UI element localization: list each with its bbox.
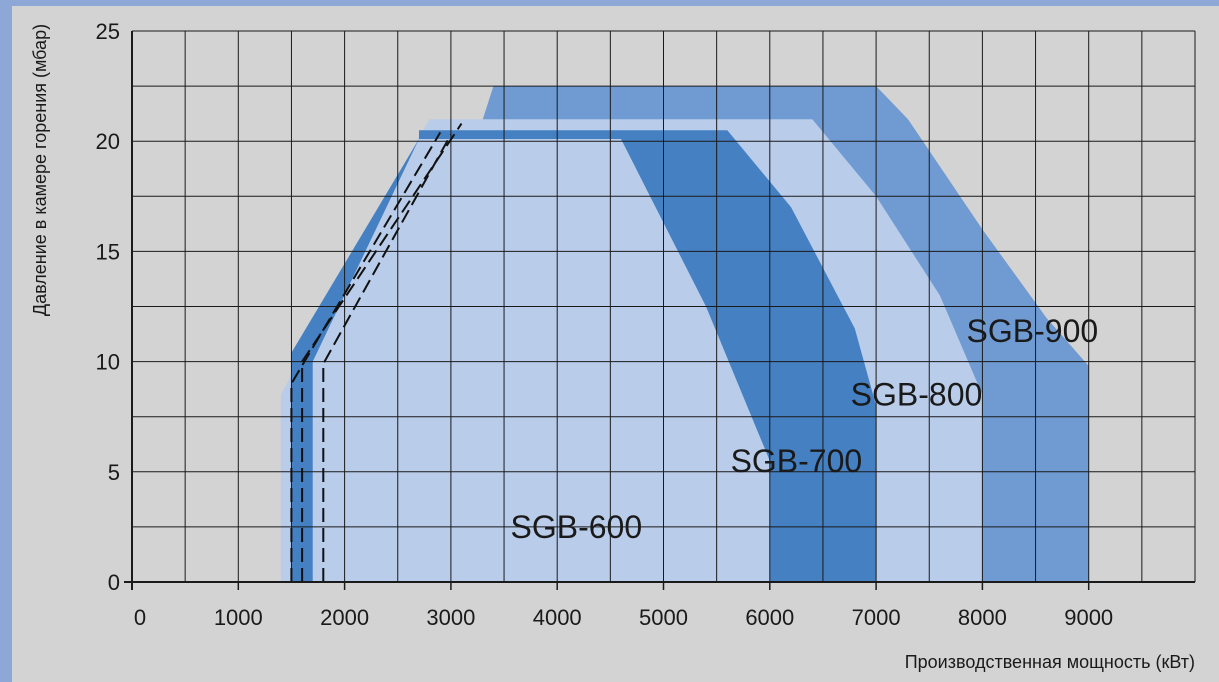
y-tick-label: 10 — [96, 350, 120, 375]
label-sgb-900: SGB-900 — [967, 313, 1099, 349]
x-axis-title: Производственная мощность (кВт) — [905, 652, 1195, 672]
x-tick-label: 2000 — [320, 605, 369, 630]
x-tick-label: 0 — [134, 605, 146, 630]
x-tick-label: 5000 — [639, 605, 688, 630]
label-sgb-600: SGB-600 — [511, 509, 643, 545]
y-axis-title: Давление в камере горения (мбар) — [30, 24, 50, 316]
x-tick-label: 9000 — [1064, 605, 1113, 630]
x-tick-label: 7000 — [852, 605, 901, 630]
y-tick-label: 20 — [96, 129, 120, 154]
dashed-boundary-line — [301, 123, 463, 582]
dashed-boundary-line — [322, 134, 452, 582]
dashed-boundary-line — [290, 131, 442, 582]
x-tick-label: 4000 — [533, 605, 582, 630]
x-tick-label: 8000 — [958, 605, 1007, 630]
x-tick-label: 6000 — [745, 605, 794, 630]
x-tick-label: 3000 — [426, 605, 475, 630]
y-tick-label: 15 — [96, 239, 120, 264]
y-tick-label: 25 — [96, 19, 120, 44]
y-tick-label: 0 — [108, 570, 120, 595]
x-tick-label: 1000 — [214, 605, 263, 630]
label-sgb-800: SGB-800 — [851, 377, 983, 413]
y-tick-label: 5 — [108, 460, 120, 485]
label-sgb-700: SGB-700 — [731, 443, 863, 479]
area-sgb-600 — [312, 139, 770, 582]
